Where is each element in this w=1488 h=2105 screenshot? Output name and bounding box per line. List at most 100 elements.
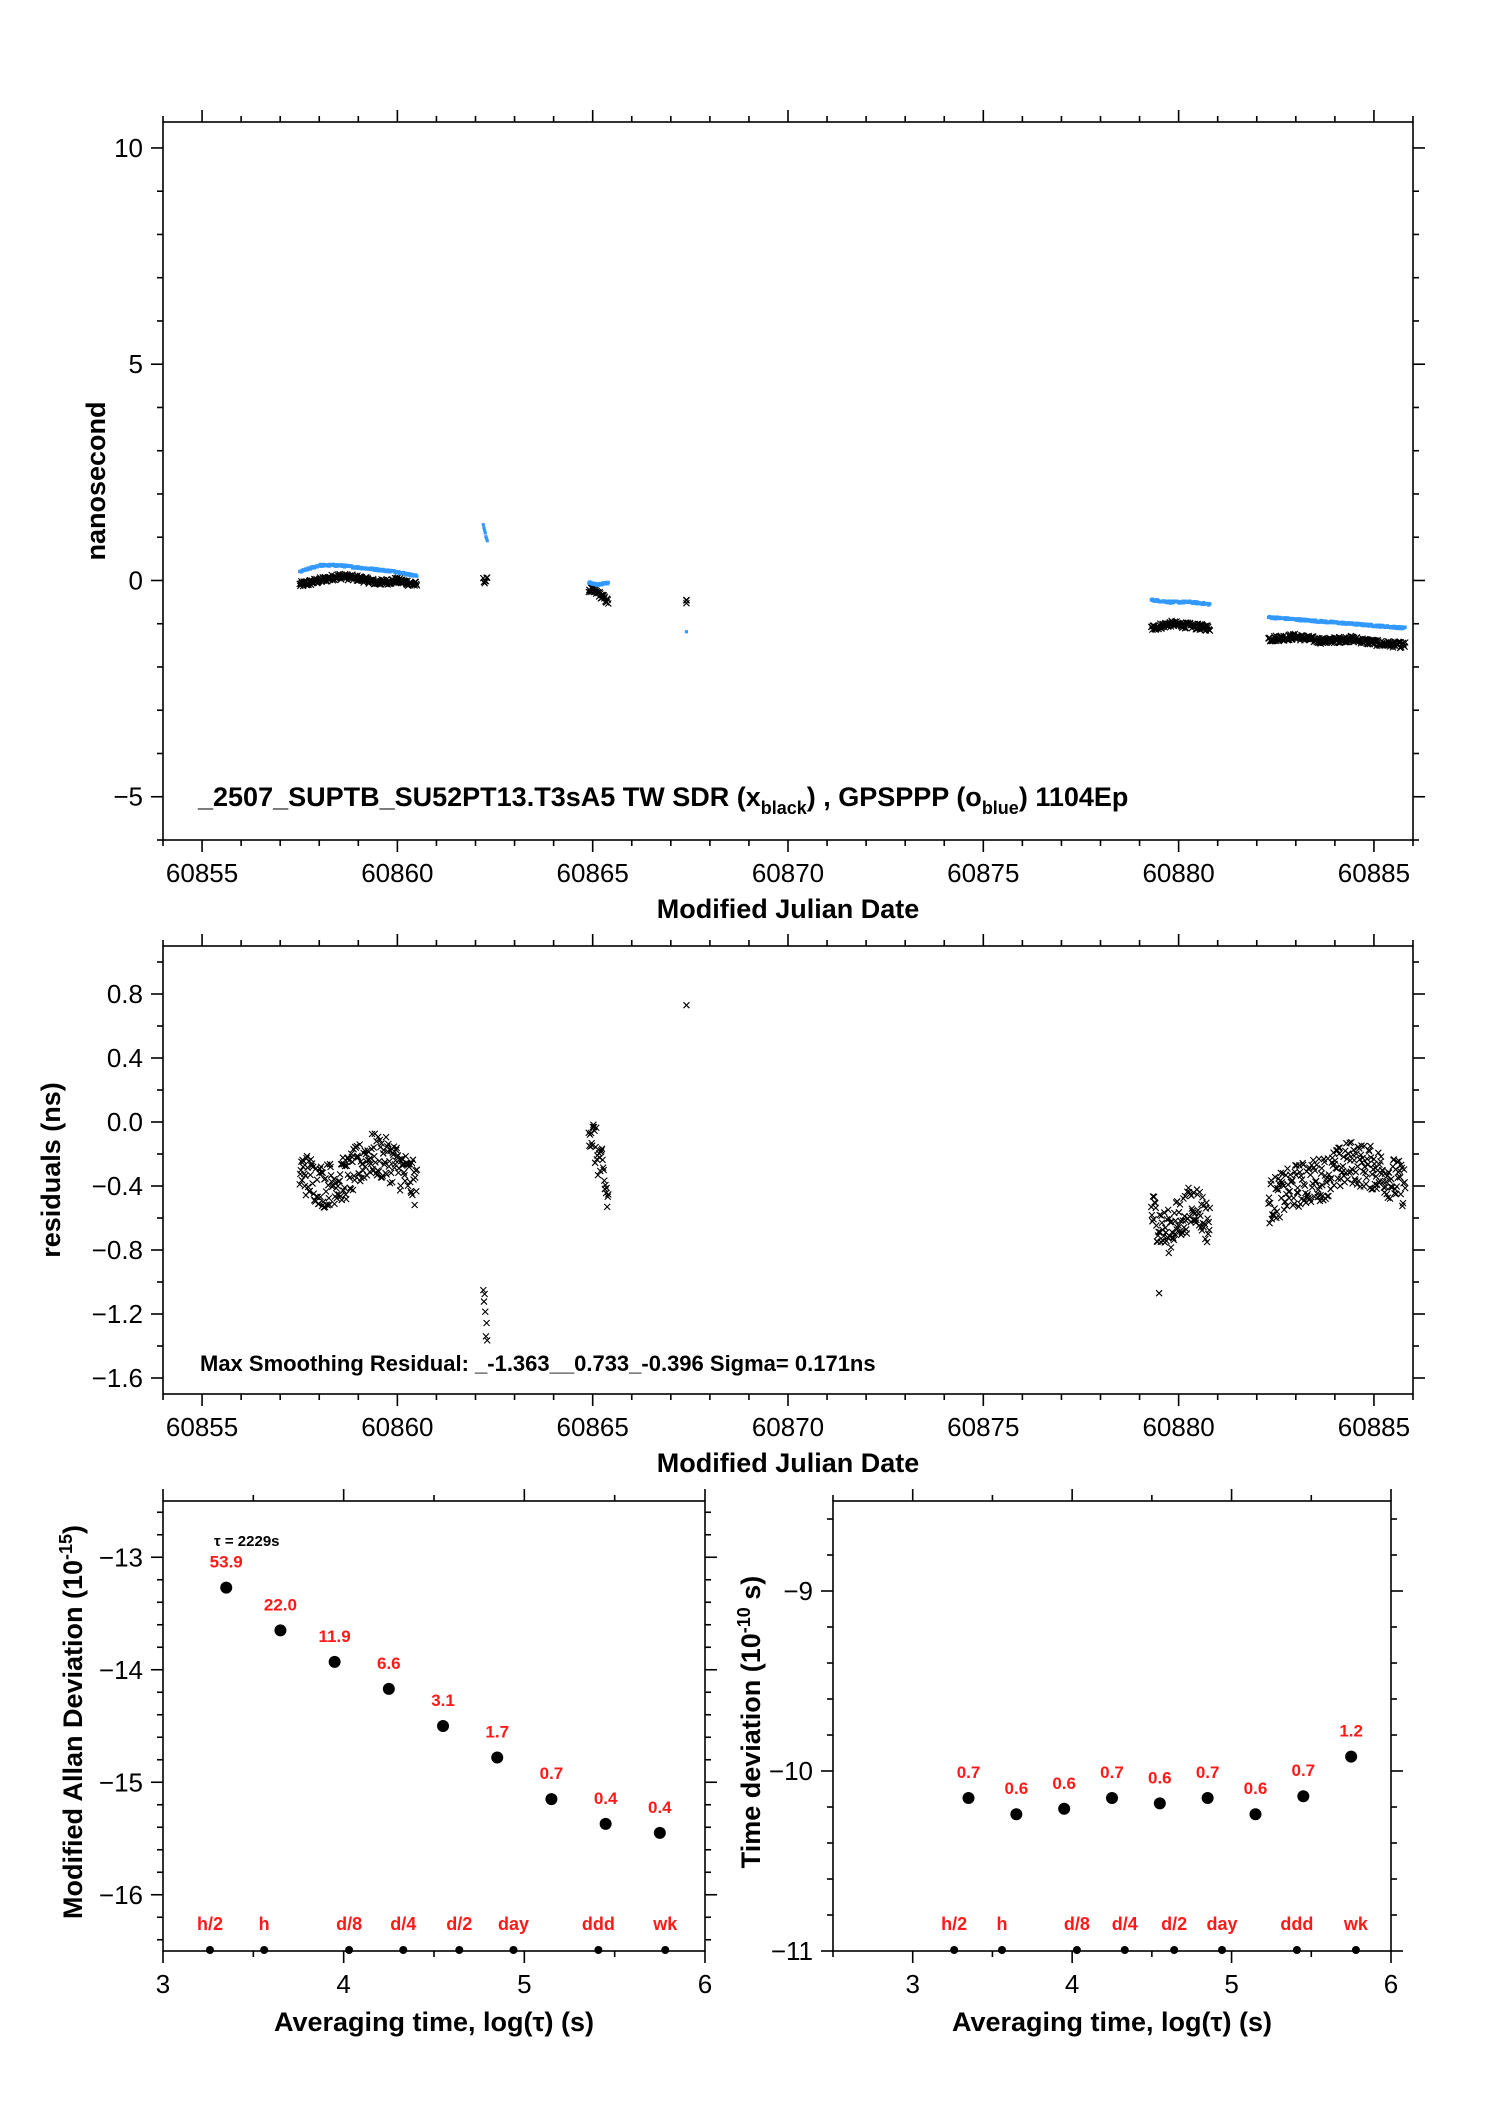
residual-point [1169,1234,1177,1242]
interval-label: h/2 [197,1914,223,1934]
residuals-panel: 60855 60860 60865 60870 60875 60880 60885 −1.6 −… [36,934,1425,1478]
residuals-annotation: Max Smoothing Residual: _-1.363__0.733_-… [200,1351,876,1376]
residual-point [331,1200,338,1208]
residual-point [319,1169,327,1177]
blue-point [484,536,489,540]
residual-point [1156,1211,1164,1219]
residual-point [1286,1171,1294,1179]
y-tick-label: −16 [99,1880,143,1910]
interval-marker [1120,1946,1129,1954]
blue-point [1403,625,1407,629]
tdev-series: 0.7 0.6 0.6 0.7 0.6 0.7 0.6 0.7 1.2 h/2 h d/8 d/4 d/2… [941,1722,1369,1954]
point-label: 0.6 [1148,1768,1172,1787]
residual-point [349,1186,357,1194]
residual-point [483,1319,490,1327]
interval-marker [594,1946,603,1954]
residual-point [1348,1138,1355,1146]
point-label: 0.7 [1100,1763,1124,1782]
residual-point [327,1171,335,1179]
deviation-point [1058,1802,1071,1815]
residual-point [1299,1159,1307,1167]
residual-point [343,1162,351,1170]
deviation-point [1201,1792,1214,1804]
residual-point [1401,1178,1409,1186]
residual-point [1313,1161,1321,1169]
timeseries-blue-series [298,523,1407,634]
residual-point [404,1182,412,1190]
point-label: 0.7 [1196,1763,1220,1782]
residual-point [1188,1205,1196,1213]
x-tick-label: 5 [517,1969,531,1999]
residual-point [598,1145,606,1153]
residual-point [1152,1222,1160,1229]
y-tick-label: −5 [113,782,143,812]
residual-point [1363,1155,1371,1163]
residual-point [376,1136,384,1144]
residual-point [479,1286,487,1294]
x-tick-label: 4 [336,1969,350,1999]
point-label: 0.4 [648,1798,672,1817]
residual-point [1325,1192,1332,1200]
y-tick-label: −0.4 [92,1171,143,1201]
x-tick-label: 60870 [752,858,824,888]
residual-point [314,1193,322,1201]
residual-point [1351,1175,1359,1183]
residual-point [1176,1200,1184,1208]
mdev-ylabel: Modified Allan Deviation (10-15) [56,1525,88,1919]
residual-point [1165,1249,1173,1257]
residual-point [1343,1155,1351,1163]
tdev-frame [832,1500,1392,1952]
x-tick-label: 6 [698,1969,712,1999]
interval-marker [1170,1946,1179,1954]
residual-point [1323,1192,1331,1200]
point-label: 0.6 [1244,1779,1268,1798]
residual-point [306,1187,314,1195]
residual-point [1386,1195,1394,1203]
y-tick-label: −10 [769,1756,813,1786]
x-tick-label: 5 [1224,1969,1238,1999]
residual-point [387,1169,395,1177]
residual-point [1167,1218,1174,1226]
residual-point [587,1129,595,1137]
residuals-ticks: 60855 60860 60865 60870 60875 60880 60885 −1.6 −… [92,934,1425,1442]
black-point [1401,639,1409,646]
residual-point [1183,1230,1191,1237]
residual-point [322,1175,329,1182]
deviation-point [1297,1790,1310,1803]
blue-point [606,580,610,585]
blue-point [481,523,485,527]
black-point [604,600,612,607]
point-label: 1.7 [485,1723,509,1742]
residual-point [303,1154,310,1162]
residual-point [1265,1200,1272,1208]
deviation-point [599,1817,612,1830]
x-tick-label: 60860 [361,1412,433,1442]
residual-point [337,1192,345,1200]
residual-point [1362,1169,1369,1177]
mdev-series: 53.9 22.0 11.9 6.6 3.1 1.7 0.7 0.4 0.4 h/2 h d/8 d/4… [197,1553,678,1954]
residuals-ylabel: residuals (ns) [36,1082,66,1258]
x-tick-label: 60875 [947,858,1019,888]
residual-point [1278,1178,1286,1186]
residual-point [1175,1208,1183,1216]
residual-point [1170,1236,1178,1244]
interval-label: d/4 [390,1914,416,1934]
residual-point [1271,1205,1279,1212]
residual-point [411,1201,419,1209]
residual-point [1361,1163,1369,1171]
mdev-panel: 3 4 5 6 −16 −15 −14 −13 53.9 22.0 11.9 6.6 3.1 1.7 0.… [56,1489,717,2037]
deviation-point [653,1826,666,1839]
interval-marker [345,1946,354,1954]
mdev-tau-note: τ = 2229s [214,1533,280,1550]
residual-point [1311,1167,1319,1174]
residual-point [1397,1190,1405,1198]
mdev-xlabel: Averaging time, log(τ) (s) [274,2007,594,2037]
annotation-main: _2507_SUPTB_SU52PT13.T3sA5 TW SDR (x [197,782,761,812]
residual-point [1365,1147,1373,1155]
residual-point [1384,1194,1392,1202]
residual-point [1196,1212,1204,1220]
interval-label: wk [652,1914,678,1934]
point-label: 1.2 [1339,1722,1363,1741]
residual-point [393,1144,401,1152]
point-label: 3.1 [431,1691,455,1710]
